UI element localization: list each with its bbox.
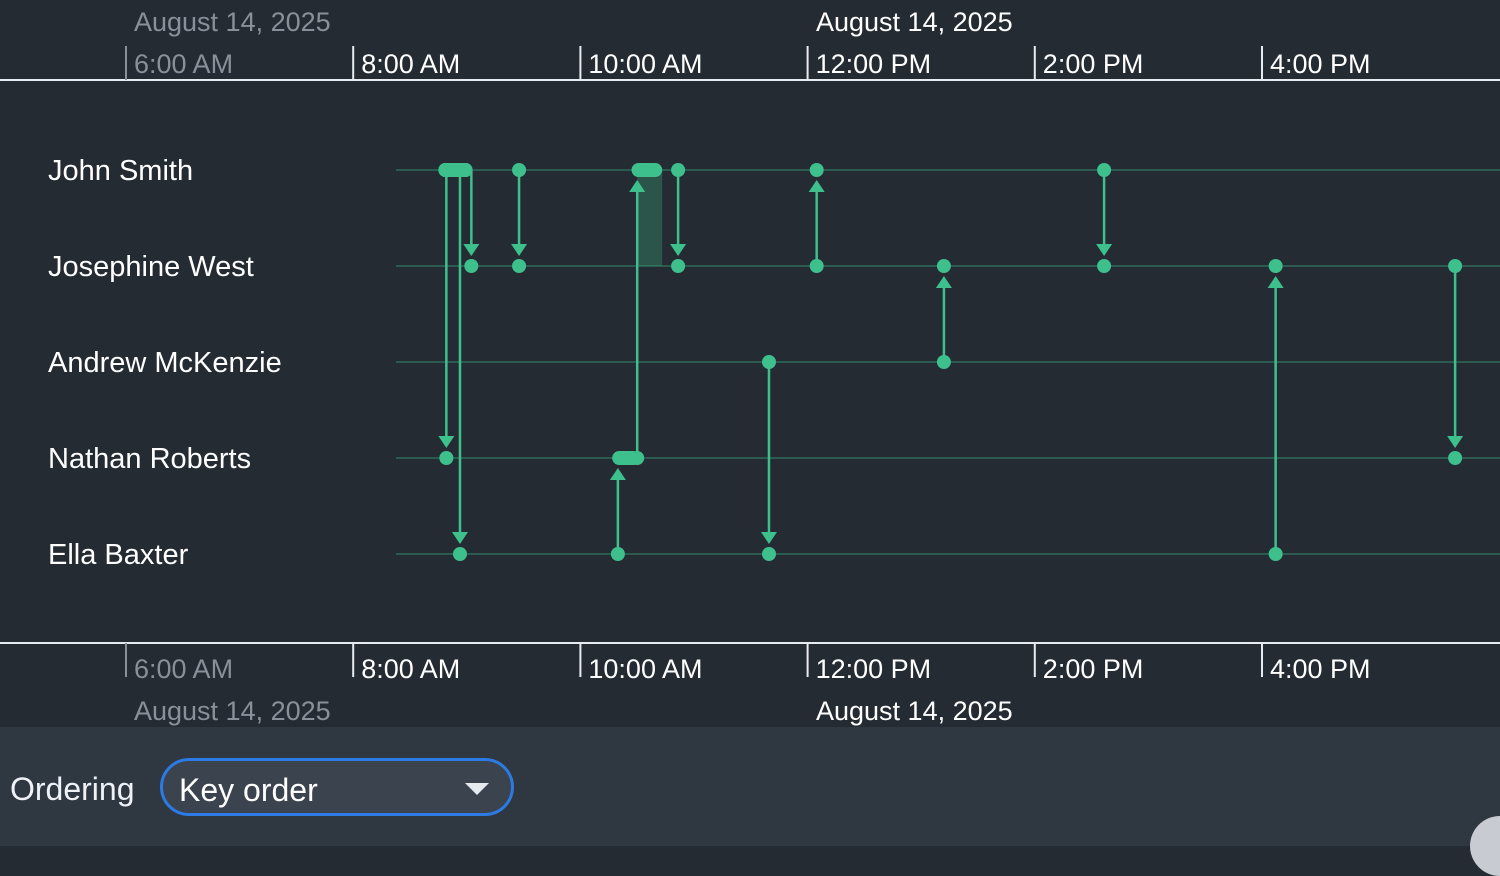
top-tick-label: 4:00 PM <box>1270 49 1371 79</box>
event-target-dot <box>1097 259 1112 273</box>
event-target-dot <box>671 259 686 273</box>
person-name: Andrew McKenzie <box>48 347 282 379</box>
event-target-dot <box>452 547 467 561</box>
event-target-dot <box>439 451 454 465</box>
ordering-select-value: Key order <box>179 772 318 808</box>
bottom-tick-label: 6:00 AM <box>134 654 233 684</box>
chevron-down-icon <box>465 783 489 795</box>
event-source-dot <box>1097 163 1112 177</box>
ordering-label: Ordering <box>10 771 135 807</box>
event-arrowhead <box>609 468 626 480</box>
bottom-time-axis: 6:00 AM 8:00 AM 10:00 AM 12:00 PM 2:00 PM 4:0… <box>0 642 1500 726</box>
top-tick-label: 2:00 PM <box>1043 49 1144 79</box>
person-name: Nathan Roberts <box>48 443 251 475</box>
bottom-tick-label: 10:00 AM <box>588 654 702 684</box>
person-name: Josephine West <box>48 251 254 283</box>
bottom-tick-label: 2:00 PM <box>1043 654 1144 684</box>
event-highlights <box>637 170 663 266</box>
ordering-select[interactable]: Key order <box>160 758 514 816</box>
event-source-dot <box>610 547 625 561</box>
event-target-dot <box>809 163 824 177</box>
event-arrowhead <box>1096 244 1113 256</box>
event-target-dot <box>464 259 479 273</box>
event-source-dot <box>1448 259 1463 273</box>
top-tick-label: 8:00 AM <box>361 49 460 79</box>
event-links <box>438 163 1464 561</box>
top-tick-label: 12:00 PM <box>816 49 932 79</box>
person-name: John Smith <box>48 155 193 187</box>
event-arrowhead <box>629 180 646 192</box>
event-target-dot <box>761 547 776 561</box>
event-source-dot <box>809 259 824 273</box>
event-source-dot <box>630 451 645 465</box>
event-source-dot <box>512 163 527 177</box>
top-tick-label: 6:00 AM <box>134 49 233 79</box>
bottom-date-label: August 14, 2025 <box>816 696 1013 726</box>
event-source-dot <box>761 355 776 369</box>
person-name: Ella Baxter <box>48 539 189 571</box>
event-target-pill <box>631 163 663 177</box>
event-arrowhead <box>451 532 468 544</box>
event-source-dot <box>936 355 951 369</box>
event-target-dot <box>936 259 951 273</box>
event-target-dot <box>512 259 527 273</box>
event-arrowhead <box>808 180 825 192</box>
event-source-pill <box>438 163 473 177</box>
person-labels: John Smith Josephine West Andrew McKenzie N… <box>48 155 282 571</box>
bottom-tick-label: 8:00 AM <box>361 654 460 684</box>
event-target-dot <box>1268 259 1283 273</box>
top-tick-label: 10:00 AM <box>588 49 702 79</box>
event-arrowhead <box>935 276 952 288</box>
bottom-tick-label: 12:00 PM <box>816 654 932 684</box>
bottom-tick-label: 4:00 PM <box>1270 654 1371 684</box>
event-arrowhead <box>438 436 455 448</box>
event-arrowhead <box>511 244 528 256</box>
event-arrowhead <box>463 244 480 256</box>
bottom-date-label: August 14, 2025 <box>134 696 331 726</box>
event-source-dot <box>1268 547 1283 561</box>
top-time-axis: 6:00 AM 8:00 AM 10:00 AM 12:00 PM 2:00 PM 4:0… <box>0 7 1500 81</box>
event-target-dot <box>1448 451 1463 465</box>
event-arrowhead <box>670 244 687 256</box>
timeline-chart[interactable]: 6:00 AM 8:00 AM 10:00 AM 12:00 PM 2:00 PM 4:0… <box>0 0 1500 727</box>
event-source-dot <box>671 163 686 177</box>
top-date-label: August 14, 2025 <box>816 7 1013 37</box>
event-arrowhead <box>1447 436 1464 448</box>
event-arrowhead <box>760 532 777 544</box>
event-arrowhead <box>1267 276 1284 288</box>
top-date-label: August 14, 2025 <box>134 7 331 37</box>
event-highlight-band <box>637 170 663 266</box>
